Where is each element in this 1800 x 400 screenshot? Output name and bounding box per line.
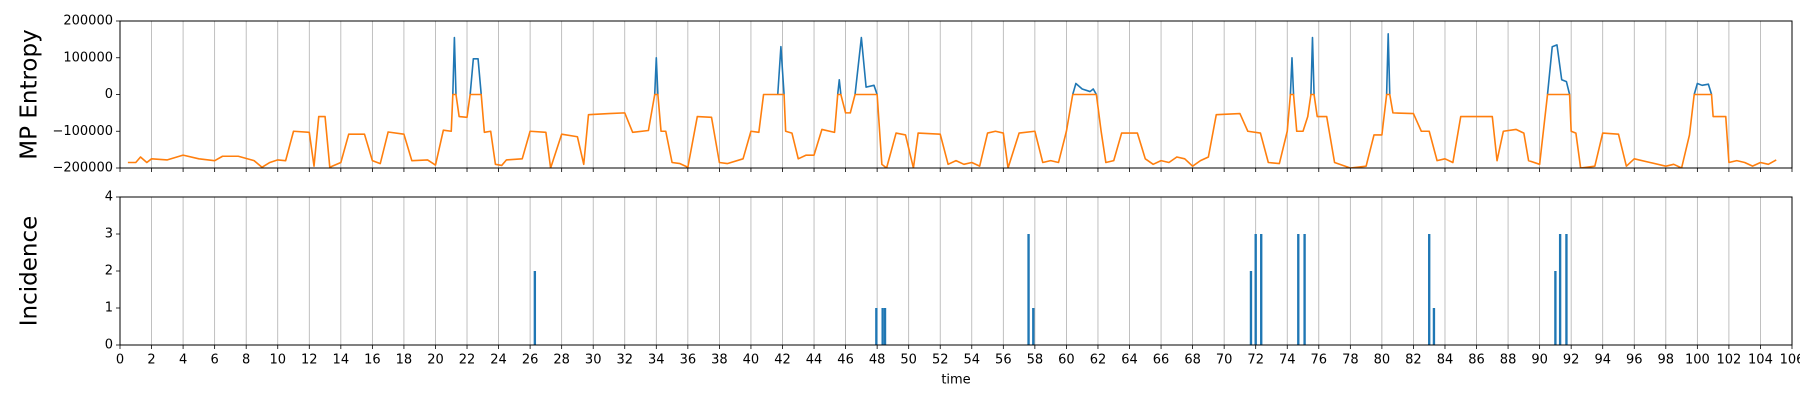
line-series xyxy=(452,33,1713,95)
y-tick-label: 100000 xyxy=(63,50,113,65)
line-series xyxy=(127,93,1777,168)
x-tick-label: 4 xyxy=(179,353,187,368)
bar xyxy=(883,308,887,345)
bar xyxy=(1297,234,1300,345)
x-tick-label: 70 xyxy=(1216,353,1233,368)
x-tick-label: 36 xyxy=(680,353,697,368)
x-tick-label: 14 xyxy=(333,353,350,368)
x-tick-label: 84 xyxy=(1437,353,1454,368)
x-tick-label: 92 xyxy=(1563,353,1580,368)
x-tick-label: 18 xyxy=(396,353,413,368)
bar xyxy=(1558,234,1562,345)
y-tick-label: 0 xyxy=(105,87,113,102)
x-tick-label: 80 xyxy=(1374,353,1391,368)
x-tick-label: 104 xyxy=(1748,353,1773,368)
plot-area xyxy=(533,234,1568,345)
x-tick-label: 48 xyxy=(869,353,886,368)
bar xyxy=(1432,308,1436,345)
bar xyxy=(1303,234,1306,345)
x-tick-label: 2 xyxy=(147,353,155,368)
x-tick-label: 20 xyxy=(427,353,444,368)
x-tick-label: 102 xyxy=(1716,353,1741,368)
plot-frame xyxy=(119,196,1793,346)
x-tick-label: 46 xyxy=(837,353,854,368)
x-tick-label: 76 xyxy=(1311,353,1328,368)
x-tick-label: 72 xyxy=(1247,353,1264,368)
y-axis-label: Incidence xyxy=(17,216,43,327)
x-tick-label: 86 xyxy=(1468,353,1485,368)
x-tick-label: 106 xyxy=(1780,353,1800,368)
bar xyxy=(533,271,537,345)
x-tick-label: 56 xyxy=(995,353,1012,368)
x-tick-label: 8 xyxy=(242,353,250,368)
x-tick-label: 90 xyxy=(1531,353,1548,368)
bar xyxy=(881,308,884,345)
x-tick-label: 62 xyxy=(1090,353,1107,368)
x-tick-label: 66 xyxy=(1153,353,1170,368)
x-tick-label: 26 xyxy=(522,353,539,368)
bar xyxy=(1249,271,1253,345)
y-tick-label: −200000 xyxy=(52,161,113,176)
bar xyxy=(1254,234,1257,345)
x-tick-label: 42 xyxy=(774,353,791,368)
x-tick-label: 60 xyxy=(1058,353,1075,368)
x-tick-label: 96 xyxy=(1626,353,1643,368)
bar xyxy=(1554,271,1557,345)
x-tick-label: 34 xyxy=(648,353,665,368)
x-tick-label: 94 xyxy=(1594,353,1611,368)
bar xyxy=(875,308,878,345)
x-tick-label: 30 xyxy=(585,353,602,368)
x-tick-label: 12 xyxy=(301,353,318,368)
x-tick-label: 78 xyxy=(1342,353,1359,368)
x-tick-label: 22 xyxy=(459,353,476,368)
x-tick-label: 58 xyxy=(1027,353,1044,368)
y-tick-label: 0 xyxy=(105,338,113,353)
y-tick-label: 4 xyxy=(105,190,113,205)
x-tick-label: 64 xyxy=(1121,353,1138,368)
x-tick-label: 98 xyxy=(1658,353,1675,368)
x-tick-label: 88 xyxy=(1500,353,1517,368)
bar xyxy=(1027,234,1030,345)
x-tick-label: 82 xyxy=(1405,353,1422,368)
x-axis-label: time xyxy=(941,373,970,388)
x-tick-label: 68 xyxy=(1184,353,1201,368)
y-axis-label: MP Entropy xyxy=(17,29,43,159)
y-tick-label: −100000 xyxy=(52,124,113,139)
x-tick-label: 40 xyxy=(743,353,760,368)
y-tick-label: 3 xyxy=(105,227,113,242)
x-tick-label: 44 xyxy=(806,353,823,368)
x-tick-label: 50 xyxy=(900,353,917,368)
x-tick-label: 6 xyxy=(211,353,219,368)
x-tick-label: 24 xyxy=(490,353,507,368)
x-tick-label: 16 xyxy=(364,353,381,368)
x-tick-label: 52 xyxy=(932,353,949,368)
bar xyxy=(1565,234,1568,345)
bar xyxy=(1428,234,1431,345)
y-tick-label: 1 xyxy=(105,301,113,316)
x-tick-label: 74 xyxy=(1279,353,1296,368)
y-tick-label: 200000 xyxy=(63,14,113,29)
x-tick-label: 38 xyxy=(711,353,728,368)
y-tick-label: 2 xyxy=(105,264,113,279)
plot-area xyxy=(127,33,1777,168)
x-tick-label: 28 xyxy=(553,353,570,368)
x-tick-label: 10 xyxy=(269,353,286,368)
plot-frame xyxy=(119,20,1793,169)
bar xyxy=(1032,308,1035,345)
x-tick-label: 0 xyxy=(116,353,124,368)
x-tick-label: 54 xyxy=(964,353,981,368)
bar xyxy=(1260,234,1263,345)
x-tick-label: 32 xyxy=(616,353,633,368)
x-tick-label: 100 xyxy=(1685,353,1710,368)
